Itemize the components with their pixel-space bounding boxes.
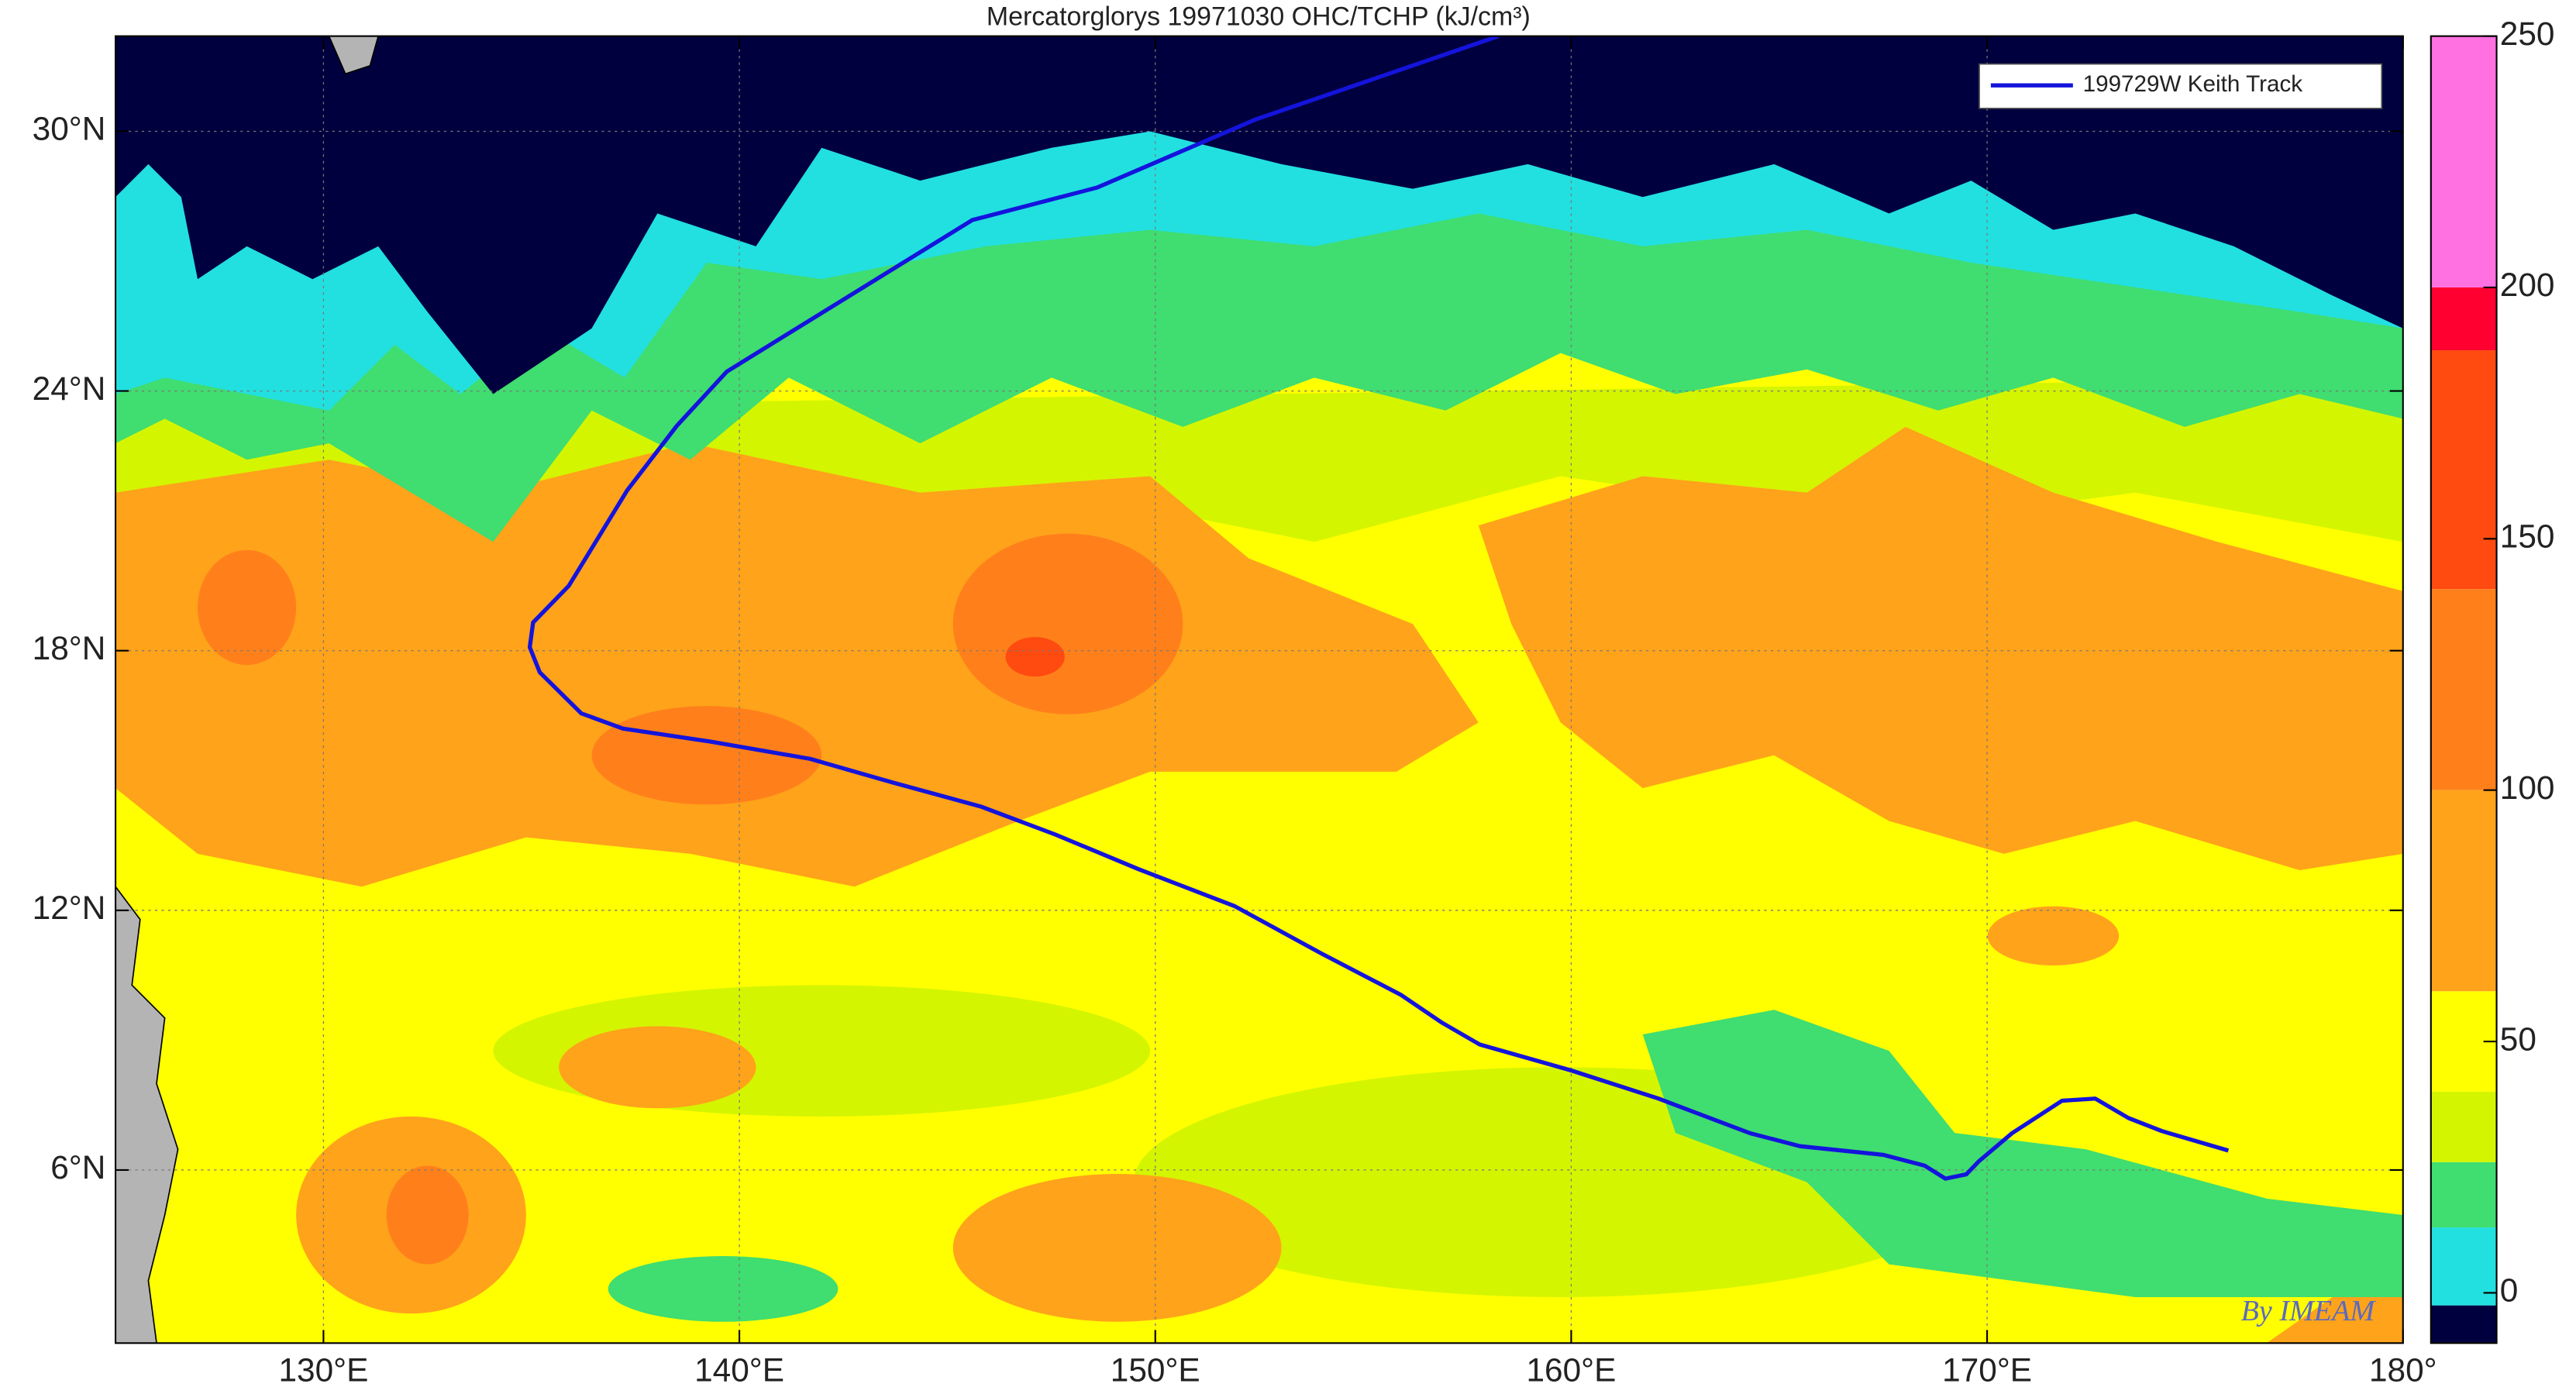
chart-title: Mercatorglorys 19971030 OHC/TCHP (kJ/cm³… xyxy=(987,2,1531,31)
field-darkorange xyxy=(198,549,297,666)
field-red xyxy=(1005,637,1065,677)
y-tick-label: 18°N xyxy=(33,630,106,666)
colorbar-tick-label: 150 xyxy=(2500,518,2555,555)
legend-label: 199729W Keith Track xyxy=(2083,71,2303,97)
colorbar-segment xyxy=(2430,1091,2497,1162)
colorbar-segment xyxy=(2430,1162,2497,1228)
colorbar-tick-label: 50 xyxy=(2500,1021,2536,1057)
field-green xyxy=(1642,1010,2403,1297)
colorbar-tick-label: 250 xyxy=(2500,15,2555,52)
colorbar-segment xyxy=(2430,287,2497,351)
field-darkorange xyxy=(952,533,1183,714)
colorbar-tick-label: 0 xyxy=(2500,1272,2519,1309)
x-tick-label: 170°E xyxy=(1942,1352,2032,1389)
watermark: By IMEAM xyxy=(2241,1295,2377,1327)
x-tick-label: 180° xyxy=(2369,1352,2437,1389)
colorbar-frame xyxy=(2430,35,2498,1344)
field-darkorange xyxy=(386,1165,469,1265)
colorbar-segment xyxy=(2430,350,2497,590)
land xyxy=(115,885,179,1344)
field-orange xyxy=(559,1026,756,1109)
y-tick-label: 30°N xyxy=(33,111,106,147)
y-tick-label: 24°N xyxy=(33,370,106,407)
y-tick-label: 12°N xyxy=(33,890,106,926)
y-tick-label: 6°N xyxy=(50,1149,105,1186)
ohc-field xyxy=(115,36,2403,1344)
colorbar-tick-label: 100 xyxy=(2500,769,2555,806)
legend: 199729W Keith Track xyxy=(1978,63,2383,109)
x-tick-label: 160°E xyxy=(1526,1352,1616,1389)
field-orange xyxy=(1987,906,2120,965)
field-orange xyxy=(952,1174,1282,1322)
track-line xyxy=(527,36,2230,1181)
colorbar-segment xyxy=(2430,36,2497,287)
plot-frame xyxy=(115,35,2404,1344)
colorbar-segment xyxy=(2430,589,2497,790)
field-orange xyxy=(1478,426,2403,871)
x-tick-label: 150°E xyxy=(1111,1352,1200,1389)
colorbar-segment xyxy=(2430,1227,2497,1306)
field-navy xyxy=(115,36,2403,394)
colorbar-segment xyxy=(2430,790,2497,992)
x-tick-label: 130°E xyxy=(278,1352,368,1389)
colorbar-tick-label: 200 xyxy=(2500,267,2555,303)
field-green xyxy=(608,1256,839,1322)
colorbar-segment xyxy=(2430,1305,2497,1344)
land xyxy=(328,36,379,75)
x-tick-label: 140°E xyxy=(694,1352,784,1389)
